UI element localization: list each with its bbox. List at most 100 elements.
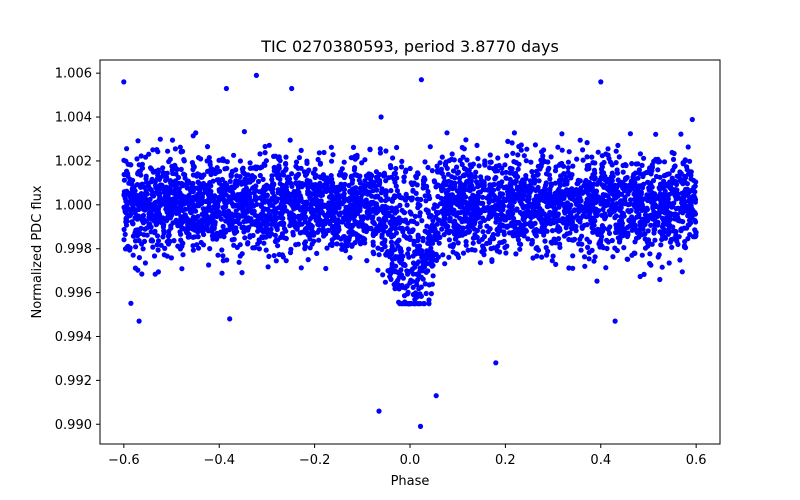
data-point <box>277 176 283 182</box>
data-point <box>266 231 273 237</box>
data-point <box>446 254 452 260</box>
data-point <box>280 169 286 175</box>
data-point <box>336 227 342 233</box>
data-point <box>609 178 615 184</box>
data-point <box>344 210 350 216</box>
data-point <box>252 221 258 227</box>
data-point <box>684 225 690 231</box>
data-point <box>548 239 554 245</box>
y-tick-label: 1.000 <box>55 198 92 213</box>
data-point <box>545 248 551 254</box>
data-point <box>639 162 645 168</box>
data-point <box>259 234 265 240</box>
data-point <box>639 252 645 258</box>
data-point <box>136 318 142 324</box>
data-point <box>548 200 554 206</box>
data-point <box>121 171 127 178</box>
data-point <box>155 269 161 275</box>
data-point <box>205 168 211 174</box>
data-point <box>584 140 590 146</box>
data-point <box>590 160 596 166</box>
data-point <box>391 233 397 239</box>
data-point <box>268 226 274 232</box>
data-point <box>548 212 554 218</box>
data-point <box>581 209 587 215</box>
data-point <box>634 200 640 206</box>
data-point <box>227 316 233 322</box>
data-point <box>377 180 383 186</box>
data-point <box>603 192 609 198</box>
data-point <box>678 226 685 232</box>
data-point <box>523 173 529 179</box>
data-point <box>242 171 248 177</box>
data-point <box>489 257 495 263</box>
data-point <box>168 180 174 186</box>
data-point <box>490 207 496 213</box>
data-point <box>397 194 404 201</box>
data-point <box>298 207 304 213</box>
data-point <box>632 196 638 202</box>
data-point <box>449 198 455 204</box>
data-point <box>437 160 443 166</box>
data-point <box>446 211 452 217</box>
data-point <box>328 193 334 199</box>
data-point <box>397 258 403 264</box>
data-point <box>383 192 389 198</box>
data-point <box>429 168 435 174</box>
data-point <box>269 173 275 179</box>
data-point <box>344 223 350 229</box>
data-point <box>655 222 661 228</box>
data-point <box>207 180 213 186</box>
data-point <box>521 153 527 159</box>
data-point <box>382 224 389 230</box>
data-point <box>242 235 248 241</box>
data-point <box>341 159 347 165</box>
data-point <box>661 217 667 223</box>
data-point <box>579 241 585 247</box>
data-point <box>139 271 145 277</box>
data-point <box>330 201 337 208</box>
data-point <box>271 165 277 171</box>
data-point <box>389 261 395 267</box>
data-point <box>457 157 463 163</box>
data-point <box>688 203 694 209</box>
data-point <box>470 161 476 167</box>
data-point <box>387 249 394 255</box>
data-point <box>218 229 224 235</box>
data-point <box>577 216 584 222</box>
data-point <box>595 180 601 186</box>
data-point <box>556 204 562 210</box>
data-point <box>423 290 429 297</box>
data-point <box>456 175 463 181</box>
data-point <box>584 222 590 228</box>
data-point <box>621 188 628 194</box>
data-point <box>672 215 678 221</box>
data-point <box>647 251 653 257</box>
data-point <box>548 183 554 189</box>
data-point <box>136 206 142 213</box>
data-point <box>618 227 624 234</box>
data-point <box>556 236 562 242</box>
data-point <box>397 225 403 231</box>
data-point <box>271 153 277 159</box>
data-point <box>509 210 515 216</box>
data-point <box>170 170 176 177</box>
data-point <box>399 282 405 289</box>
data-point <box>415 205 421 211</box>
data-point <box>154 220 160 227</box>
data-point <box>422 159 428 165</box>
data-point <box>524 208 530 215</box>
data-point <box>465 178 471 184</box>
data-point <box>666 218 672 224</box>
data-point <box>168 225 174 231</box>
data-point <box>466 229 472 235</box>
data-point <box>378 197 384 203</box>
data-point <box>341 243 347 249</box>
data-point <box>249 201 255 207</box>
data-point <box>238 181 245 187</box>
x-tick-label: −0.4 <box>203 453 235 468</box>
data-point <box>263 234 269 240</box>
data-point <box>501 185 507 191</box>
data-point <box>298 165 304 171</box>
data-point <box>263 247 269 253</box>
